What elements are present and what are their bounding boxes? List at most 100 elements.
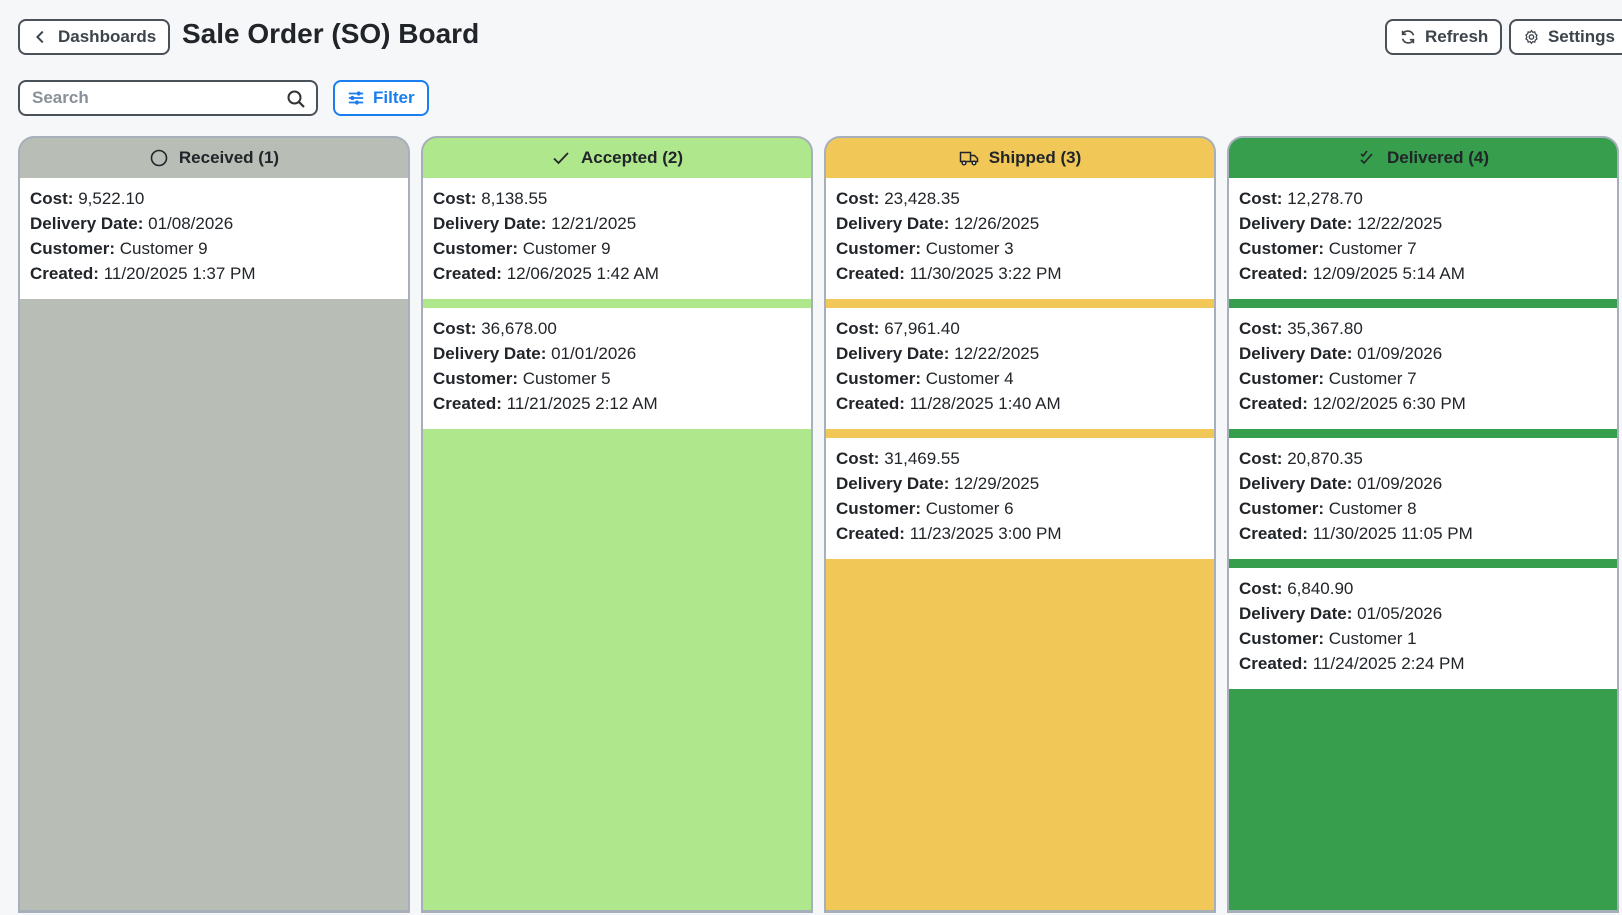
card-customer-row: Customer: Customer 3: [836, 236, 1204, 261]
delivery-value: 12/26/2025: [954, 214, 1040, 233]
customer-label: Customer:: [1239, 239, 1325, 258]
card-delivery-row: Delivery Date: 01/09/2026: [1239, 471, 1607, 496]
card-created-row: Created: 11/24/2025 2:24 PM: [1239, 651, 1607, 676]
delivery-label: Delivery Date:: [1239, 214, 1353, 233]
delivery-value: 12/29/2025: [954, 474, 1040, 493]
card-delivery-row: Delivery Date: 01/05/2026: [1239, 601, 1607, 626]
chevron-left-icon: [35, 30, 44, 44]
order-card[interactable]: Cost: 6,840.90 Delivery Date: 01/05/2026 C…: [1229, 568, 1617, 689]
cost-value: 23,428.35: [884, 189, 960, 208]
delivery-value: 12/22/2025: [1357, 214, 1443, 233]
created-label: Created:: [836, 394, 905, 413]
cost-value: 8,138.55: [481, 189, 548, 208]
customer-value: Customer 7: [1328, 369, 1417, 388]
circle-icon: [150, 149, 168, 167]
delivery-value: 01/09/2026: [1357, 474, 1443, 493]
created-value: 11/28/2025 1:40 AM: [909, 394, 1061, 413]
delivery-label: Delivery Date:: [836, 474, 950, 493]
card-delivery-row: Delivery Date: 01/08/2026: [30, 211, 398, 236]
order-card[interactable]: Cost: 35,367.80 Delivery Date: 01/09/2026…: [1229, 308, 1617, 429]
search-icon[interactable]: [286, 89, 306, 109]
order-card[interactable]: Cost: 8,138.55 Delivery Date: 12/21/2025 C…: [423, 178, 811, 299]
column-title: Shipped (3): [988, 148, 1082, 167]
created-label: Created:: [1239, 264, 1308, 283]
truck-icon: [959, 151, 978, 166]
delivery-label: Delivery Date:: [836, 214, 950, 233]
refresh-button[interactable]: Refresh: [1385, 19, 1503, 55]
order-card[interactable]: Cost: 20,870.35 Delivery Date: 01/09/2026…: [1229, 438, 1617, 559]
cost-value: 35,367.80: [1287, 319, 1363, 338]
card-customer-row: Customer: Customer 7: [1239, 366, 1607, 391]
customer-label: Customer:: [836, 369, 922, 388]
card-cost-row: Cost: 20,870.35: [1239, 446, 1607, 471]
column-title: Received (1): [178, 148, 280, 167]
created-value: 11/30/2025 11:05 PM: [1312, 524, 1473, 543]
customer-value: Customer 3: [925, 239, 1014, 258]
column-header: Accepted (2): [423, 138, 811, 178]
card-delivery-row: Delivery Date: 12/21/2025: [433, 211, 801, 236]
back-to-dashboards-button[interactable]: Dashboards: [18, 19, 171, 55]
card-delivery-row: Delivery Date: 01/09/2026: [1239, 341, 1607, 366]
cost-label: Cost:: [1239, 189, 1283, 208]
card-cost-row: Cost: 31,469.55: [836, 446, 1204, 471]
page-title: Sale Order (SO) Board: [182, 18, 480, 49]
order-card[interactable]: Cost: 23,428.35 Delivery Date: 12/26/2025…: [826, 178, 1214, 299]
card-cost-row: Cost: 8,138.55: [433, 186, 801, 211]
order-card[interactable]: Cost: 12,278.70 Delivery Date: 12/22/2025…: [1229, 178, 1617, 299]
settings-button[interactable]: Settings: [1509, 19, 1622, 55]
column-header: Shipped (3): [826, 138, 1214, 178]
created-label: Created:: [30, 264, 99, 283]
delivery-value: 01/01/2026: [551, 344, 637, 363]
customer-value: Customer 7: [1328, 239, 1417, 258]
customer-value: Customer 1: [1328, 629, 1417, 648]
customer-value: Customer 9: [119, 239, 208, 258]
column-header: Delivered (4): [1229, 138, 1617, 178]
card-created-row: Created: 12/02/2025 6:30 PM: [1239, 391, 1607, 416]
order-card[interactable]: Cost: 31,469.55 Delivery Date: 12/29/2025…: [826, 438, 1214, 559]
customer-value: Customer 8: [1328, 499, 1417, 518]
cost-label: Cost:: [836, 449, 880, 468]
delivery-value: 01/08/2026: [148, 214, 234, 233]
created-value: 12/02/2025 6:30 PM: [1312, 394, 1466, 413]
delivery-value: 12/22/2025: [954, 344, 1040, 363]
created-label: Created:: [433, 394, 502, 413]
delivery-value: 01/05/2026: [1357, 604, 1443, 623]
card-delivery-row: Delivery Date: 12/29/2025: [836, 471, 1204, 496]
card-created-row: Created: 11/30/2025 3:22 PM: [836, 261, 1204, 286]
sliders-icon: [348, 91, 364, 105]
cost-label: Cost:: [433, 189, 477, 208]
card-customer-row: Customer: Customer 6: [836, 496, 1204, 521]
cost-value: 31,469.55: [884, 449, 960, 468]
cost-value: 12,278.70: [1287, 189, 1363, 208]
gear-icon: [1525, 29, 1538, 45]
filter-button[interactable]: Filter: [333, 80, 429, 116]
order-card[interactable]: Cost: 9,522.10 Delivery Date: 01/08/2026 C…: [20, 178, 408, 299]
column-shipped: Shipped (3) Cost: 23,428.35 Delivery Date:…: [824, 136, 1216, 913]
created-value: 12/09/2025 5:14 AM: [1312, 264, 1465, 283]
card-cost-row: Cost: 23,428.35: [836, 186, 1204, 211]
cost-label: Cost:: [1239, 579, 1283, 598]
order-card[interactable]: Cost: 67,961.40 Delivery Date: 12/22/2025…: [826, 308, 1214, 429]
card-customer-row: Customer: Customer 1: [1239, 626, 1607, 651]
created-label: Created:: [1239, 524, 1308, 543]
customer-label: Customer:: [1239, 499, 1325, 518]
card-cost-row: Cost: 36,678.00: [433, 316, 801, 341]
delivery-label: Delivery Date:: [433, 214, 547, 233]
customer-value: Customer 4: [925, 369, 1014, 388]
created-value: 11/30/2025 3:22 PM: [909, 264, 1062, 283]
customer-label: Customer:: [433, 369, 519, 388]
settings-label: Settings: [1547, 27, 1615, 46]
search-input[interactable]: [20, 82, 270, 114]
created-value: 11/21/2025 2:12 AM: [506, 394, 658, 413]
order-card[interactable]: Cost: 36,678.00 Delivery Date: 01/01/2026…: [423, 308, 811, 429]
created-label: Created:: [1239, 394, 1308, 413]
cost-value: 20,870.35: [1287, 449, 1363, 468]
search-box: [18, 80, 318, 116]
cost-label: Cost:: [836, 189, 880, 208]
card-created-row: Created: 11/28/2025 1:40 AM: [836, 391, 1204, 416]
customer-value: Customer 6: [925, 499, 1014, 518]
card-customer-row: Customer: Customer 5: [433, 366, 801, 391]
customer-value: Customer 5: [522, 369, 611, 388]
card-cost-row: Cost: 67,961.40: [836, 316, 1204, 341]
card-delivery-row: Delivery Date: 01/01/2026: [433, 341, 801, 366]
